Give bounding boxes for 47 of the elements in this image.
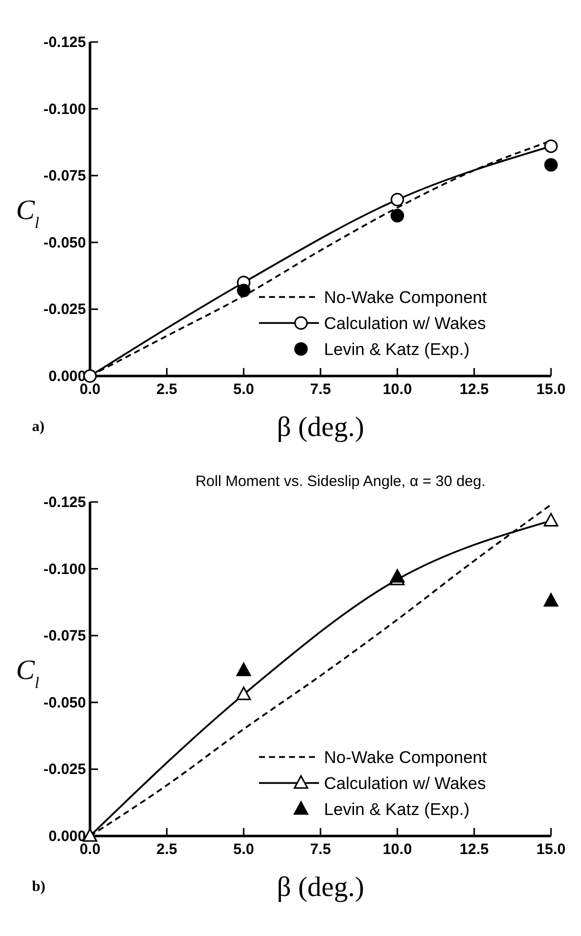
x-tick-label: 0.0 xyxy=(80,381,100,398)
legend-label: No-Wake Component xyxy=(324,288,488,307)
x-tick-label: 12.5 xyxy=(460,381,489,398)
x-tick-label: 2.5 xyxy=(156,381,178,398)
x-tick-label: 12.5 xyxy=(460,841,489,858)
x-tick-label: 5.0 xyxy=(233,381,254,398)
y-tick-label: -0.100 xyxy=(43,560,86,578)
y-tick-label: -0.025 xyxy=(43,761,86,778)
point xyxy=(236,284,250,298)
x-axis-title: β (deg.) xyxy=(276,872,364,903)
point xyxy=(390,192,404,206)
x-tick-label: 10.0 xyxy=(382,381,412,398)
y-tick-label: -0.075 xyxy=(43,628,86,645)
legend-label: Calculation w/ Wakes xyxy=(324,314,486,333)
x-tick-label: 7.5 xyxy=(310,381,331,398)
point xyxy=(236,662,251,676)
point xyxy=(544,139,558,153)
x-tick-label: 5.0 xyxy=(233,841,254,858)
y-tick-label: -0.100 xyxy=(43,100,86,118)
y-tick-label: -0.125 xyxy=(43,494,86,511)
point xyxy=(390,208,404,222)
legend-label: Calculation w/ Wakes xyxy=(324,774,486,793)
point xyxy=(544,158,558,172)
chart-title: Roll Moment vs. Sideslip Angle, α = 30 deg. xyxy=(195,473,486,490)
point xyxy=(390,569,405,583)
text: b) xyxy=(32,879,46,895)
point xyxy=(83,369,97,383)
y-tick-label: -0.125 xyxy=(43,34,86,51)
y-tick-label: -0.050 xyxy=(43,234,86,252)
y-tick-label: -0.025 xyxy=(43,301,86,318)
x-tick-label: 7.5 xyxy=(310,841,331,858)
x-tick-label: 10.0 xyxy=(382,841,412,858)
text: a) xyxy=(32,419,44,435)
x-axis-title: β (deg.) xyxy=(276,412,364,443)
x-tick-label: 15.0 xyxy=(536,841,566,858)
y-axis-title: C$_{l}$ xyxy=(16,195,40,232)
legend-label: No-Wake Component xyxy=(324,748,488,767)
point xyxy=(544,593,558,607)
y-axis-title: C$_{l}$ xyxy=(16,655,40,692)
point xyxy=(236,686,251,700)
legend-label: Levin & Katz (Exp.) xyxy=(324,800,470,819)
y-tick-label: -0.075 xyxy=(43,168,86,185)
y-tick-label: -0.050 xyxy=(43,694,86,712)
legend-label: Levin & Katz (Exp.) xyxy=(324,340,470,359)
point xyxy=(544,512,558,526)
x-tick-label: 2.5 xyxy=(156,841,178,858)
x-tick-label: 15.0 xyxy=(536,381,566,398)
